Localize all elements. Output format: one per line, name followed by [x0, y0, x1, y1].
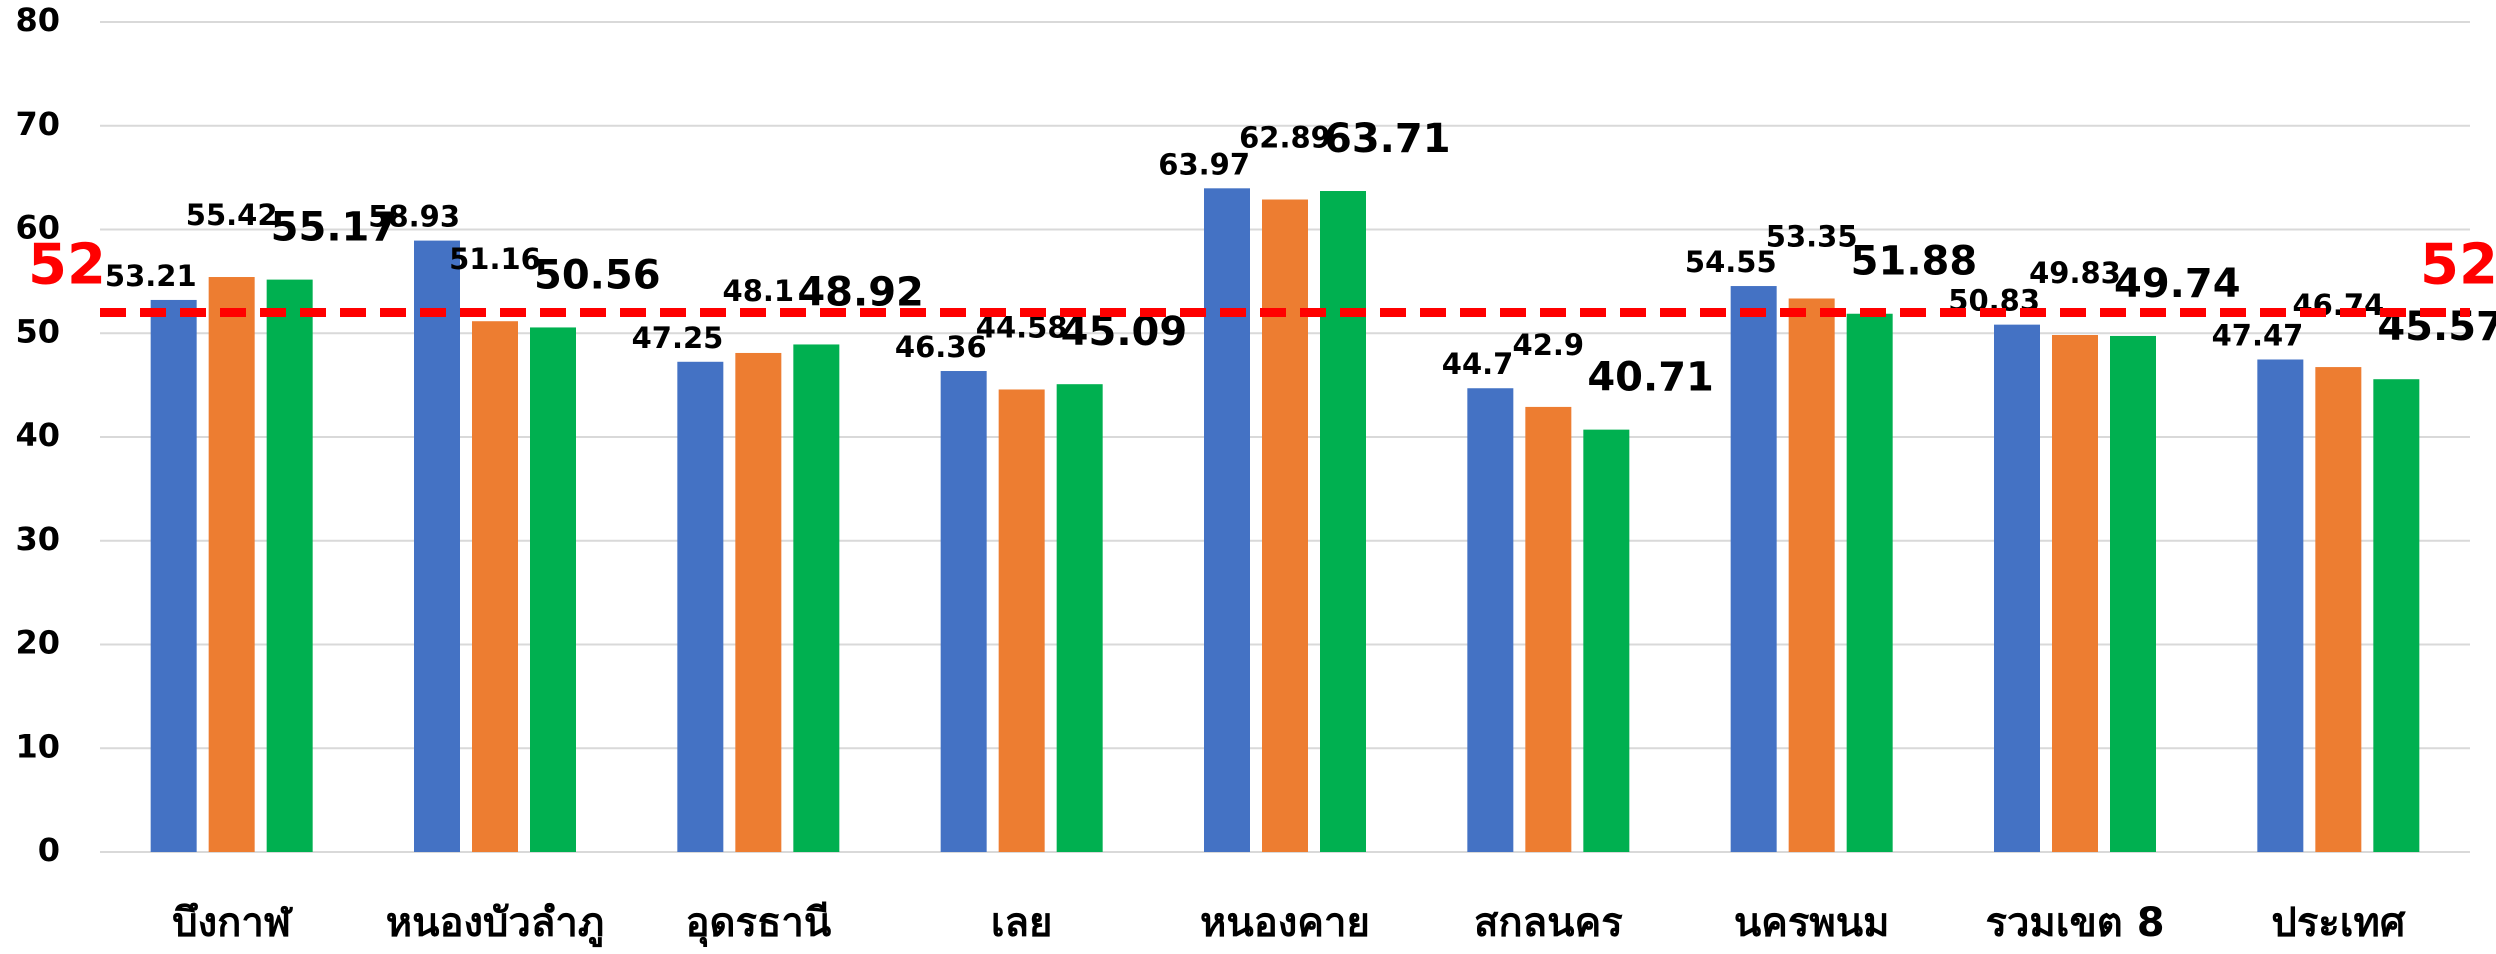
value-label: 54.55: [1685, 245, 1777, 279]
value-label: 49.83: [2029, 256, 2121, 290]
value-label: 40.71: [1587, 355, 1714, 401]
y-tick-label: 40: [15, 416, 60, 454]
bar: [2373, 379, 2420, 852]
y-tick-label: 30: [15, 520, 60, 558]
bar: [150, 299, 197, 852]
x-tick-label: ประเทศ: [2271, 900, 2405, 946]
bar: [2110, 335, 2156, 852]
value-label: 53.35: [1766, 219, 1858, 253]
bar: [1467, 388, 1514, 852]
bar: [1994, 324, 2040, 852]
bar: [677, 361, 724, 852]
x-tick-label: เลย: [991, 900, 1053, 946]
reference-label: 52: [2420, 233, 2496, 298]
x-tick-label: หนองคาย: [1200, 900, 1370, 946]
value-label: 58.93: [368, 200, 460, 234]
bar: [1056, 384, 1103, 852]
bar: [266, 279, 313, 853]
bar: [472, 321, 518, 853]
bar: [793, 344, 840, 852]
y-tick-label: 50: [15, 312, 60, 350]
reference-label: 52: [28, 233, 106, 298]
bar: [1788, 298, 1835, 852]
bar: [735, 352, 782, 852]
value-label: 51.16: [449, 242, 541, 276]
bar: [208, 277, 255, 853]
value-label: 42.9: [1513, 328, 1585, 362]
value-label: 62.89: [1239, 121, 1331, 155]
y-tick-label: 80: [15, 1, 60, 39]
bar: [1262, 199, 1308, 853]
value-label: 49.74: [2114, 261, 2241, 307]
value-label: 48.1: [723, 274, 795, 308]
bar: [530, 327, 576, 852]
y-tick-label: 20: [15, 624, 60, 662]
bar: [1730, 286, 1777, 852]
bar: [1204, 188, 1250, 852]
y-tick-label: 10: [15, 727, 60, 765]
x-tick-label: สกลนคร: [1474, 900, 1623, 946]
value-label: 51.88: [1851, 239, 1978, 285]
bar: [2052, 335, 2098, 852]
bar: [2257, 359, 2304, 852]
y-tick-label: 0: [38, 831, 60, 869]
x-tick-label: อุดรธานี: [685, 900, 831, 948]
bar: [1846, 313, 1893, 852]
value-label: 55.42: [186, 198, 278, 232]
value-label: 47.25: [632, 321, 724, 355]
value-label: 50.56: [534, 252, 661, 298]
bar: [940, 371, 987, 852]
bar: [1320, 191, 1366, 853]
x-tick-label: หนองบัวลำภู: [386, 900, 604, 947]
value-label: 48.92: [797, 269, 924, 315]
value-label: 47.47: [2212, 318, 2304, 352]
bar: [1583, 429, 1630, 852]
y-tick-label: 60: [15, 209, 60, 247]
value-label: 55.17: [271, 205, 398, 251]
x-tick-label: รวมเขต 8: [1985, 900, 2164, 946]
value-label: 46.36: [895, 330, 987, 364]
bar: [998, 389, 1045, 852]
bar: [414, 240, 460, 852]
value-label: 63.97: [1158, 147, 1250, 181]
bar: [2315, 367, 2362, 852]
bar: [1525, 406, 1572, 852]
value-label: 63.71: [1324, 116, 1451, 162]
value-label: 44.7: [1442, 347, 1514, 381]
x-tick-label: บึงกาฬ: [172, 900, 294, 946]
x-tick-label: นครพนม: [1734, 900, 1890, 946]
y-tick-label: 70: [15, 105, 60, 143]
value-label: 53.21: [105, 259, 197, 293]
